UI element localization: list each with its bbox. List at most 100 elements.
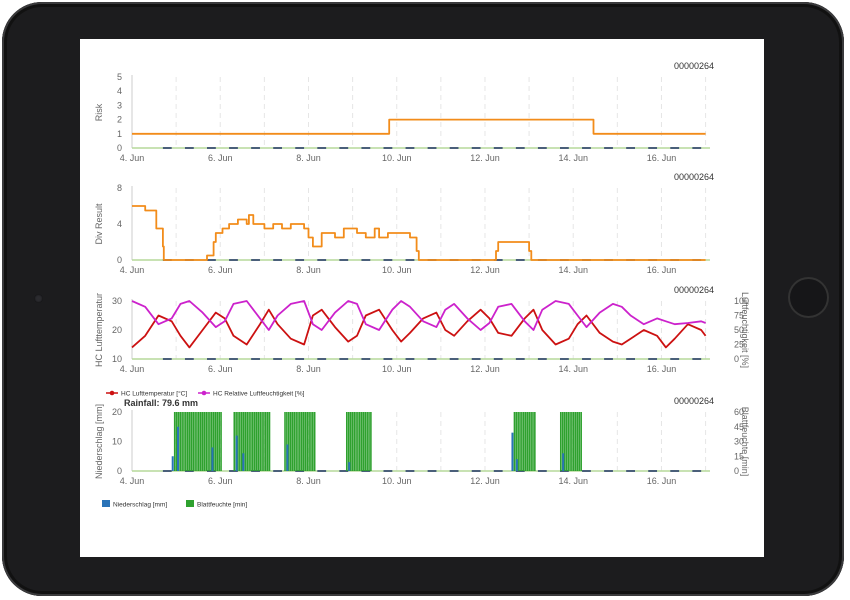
leaf-wetness-bar — [580, 412, 582, 471]
leaf-wetness-bar — [188, 412, 191, 471]
leaf-wetness-bar — [534, 412, 536, 471]
leaf-wetness-bar — [194, 412, 196, 471]
leaf-wetness-bar — [255, 412, 258, 471]
y-axis-title-right: Blattfeuchte [min] — [740, 407, 750, 477]
leaf-wetness-bar — [268, 412, 271, 471]
leaf-wetness-bar — [289, 412, 292, 471]
leaf-wetness-bar — [306, 412, 309, 471]
leaf-wetness-bar — [240, 412, 243, 471]
rain-bar — [171, 456, 174, 471]
leaf-wetness-bar — [526, 412, 529, 471]
x-tick-label: 16. Jun — [647, 265, 677, 275]
x-tick-label: 6. Jun — [208, 364, 233, 374]
y-axis-title: HC Lufttemperatur — [94, 293, 104, 367]
chart-panel-1: 00000264 0 1 2 3 4 5 Risk 4. Jun 6. Jun 8. Jun 10. … — [94, 61, 714, 163]
y-axis-title: Div Result — [94, 203, 104, 245]
y-tick-label: 5 — [117, 72, 122, 82]
x-tick-label: 14. Jun — [558, 265, 588, 275]
leaf-wetness-bar — [578, 412, 581, 471]
y-axis-title: Risk — [94, 103, 104, 121]
x-tick-label: 12. Jun — [470, 476, 500, 486]
leaf-wetness-bar — [295, 412, 297, 471]
x-tick-label: 8. Jun — [296, 153, 321, 163]
chart-panel-3: 00000264 10 20 30 0 25 50 75 100 HC Lufttemperatu… — [94, 285, 750, 398]
leaf-wetness-bar — [299, 412, 301, 471]
leaf-wetness-bar — [212, 412, 215, 471]
x-tick-label: 6. Jun — [208, 476, 233, 486]
legend-label: HC Lufttemperatur [°C] — [121, 390, 187, 398]
x-tick-label: 4. Jun — [120, 364, 145, 374]
leaf-wetness-bar — [358, 412, 361, 471]
device-id-label: 00000264 — [674, 396, 714, 406]
x-tick-label: 10. Jun — [382, 476, 412, 486]
home-button[interactable] — [790, 279, 827, 316]
leaf-wetness-bar — [179, 412, 182, 471]
y-right-tick-label: 0 — [734, 354, 739, 364]
y-tick-label: 3 — [117, 100, 122, 110]
device-id-label: 00000264 — [674, 172, 714, 182]
leaf-wetness-bar — [517, 412, 519, 471]
leaf-wetness-bar — [214, 412, 217, 471]
leaf-wetness-bar — [302, 412, 305, 471]
leaf-wetness-bar — [287, 412, 290, 471]
series-line-1 — [132, 205, 706, 261]
x-tick-label: 12. Jun — [470, 364, 500, 374]
y-tick-label: 0 — [117, 466, 122, 476]
x-tick-label: 10. Jun — [382, 364, 412, 374]
rain-bar — [242, 453, 245, 471]
leaf-wetness-bar — [569, 412, 571, 471]
y-tick-label: 10 — [112, 354, 122, 364]
leaf-wetness-bar — [300, 412, 303, 471]
device-id-label: 00000264 — [674, 61, 714, 71]
leaf-wetness-bar — [186, 412, 189, 471]
y-right-tick-label: 0 — [734, 466, 739, 476]
x-tick-label: 14. Jun — [558, 364, 588, 374]
leaf-wetness-bar — [284, 412, 286, 471]
leaf-wetness-bar — [239, 412, 241, 471]
rain-bar — [235, 435, 238, 471]
leaf-wetness-bar — [259, 412, 262, 471]
leaf-wetness-bar — [521, 412, 523, 471]
series-line-1 — [132, 118, 706, 135]
leaf-wetness-bar — [355, 412, 357, 471]
x-tick-label: 12. Jun — [470, 153, 500, 163]
y-right-tick-label: 15 — [734, 451, 744, 461]
leaf-wetness-bar — [572, 412, 575, 471]
y-tick-label: 8 — [117, 183, 122, 193]
leaf-wetness-bar — [286, 412, 288, 471]
leaf-wetness-bar — [199, 412, 202, 471]
y-axis-title: Niederschlag [mm] — [94, 404, 104, 479]
leaf-wetness-bar — [561, 412, 564, 471]
legend-marker — [109, 390, 115, 396]
leaf-wetness-bar — [257, 412, 260, 471]
charts-canvas: 00000264 0 1 2 3 45 Risk 4. Jun 6. Jun 8. Jun 10. … — [94, 61, 750, 509]
leaf-wetness-bar — [530, 412, 532, 471]
leaf-wetness-bar — [196, 412, 198, 471]
y-tick-label: 1 — [117, 129, 122, 139]
leaf-wetness-bar — [220, 412, 222, 471]
y-right-tick-label: 100 — [734, 296, 749, 306]
leaf-wetness-bar — [559, 412, 562, 471]
chart-panel-2: 00000264 0 4 8 Div Result 4. Jun 6. Jun 8. Jun 1… — [94, 172, 714, 275]
rain-bar — [286, 444, 289, 471]
y-tick-label: 0 — [117, 255, 122, 265]
leaf-wetness-bar — [567, 412, 569, 471]
rain-bar — [562, 453, 565, 471]
leaf-wetness-bar — [207, 412, 209, 471]
legend-label: HC Relative Luftfeuchtigkeit [%] — [213, 391, 305, 398]
leaf-wetness-bar — [266, 412, 269, 471]
leaf-wetness-bar — [250, 412, 252, 471]
y-tick-label: 2 — [117, 115, 122, 125]
leaf-wetness-bar — [203, 412, 206, 471]
legend-label: Niederschlag [mm] — [113, 502, 167, 509]
y-right-tick-label: 45 — [734, 422, 744, 432]
y-right-tick-label: 30 — [734, 437, 744, 447]
x-tick-label: 6. Jun — [208, 265, 233, 275]
leaf-wetness-bar — [190, 412, 193, 471]
rain-bar — [511, 432, 514, 471]
leaf-wetness-bar — [293, 412, 296, 471]
leaf-wetness-bar — [248, 412, 250, 471]
leaf-wetness-bar — [563, 412, 566, 471]
x-tick-label: 10. Jun — [382, 265, 412, 275]
x-tick-label: 4. Jun — [120, 265, 145, 275]
